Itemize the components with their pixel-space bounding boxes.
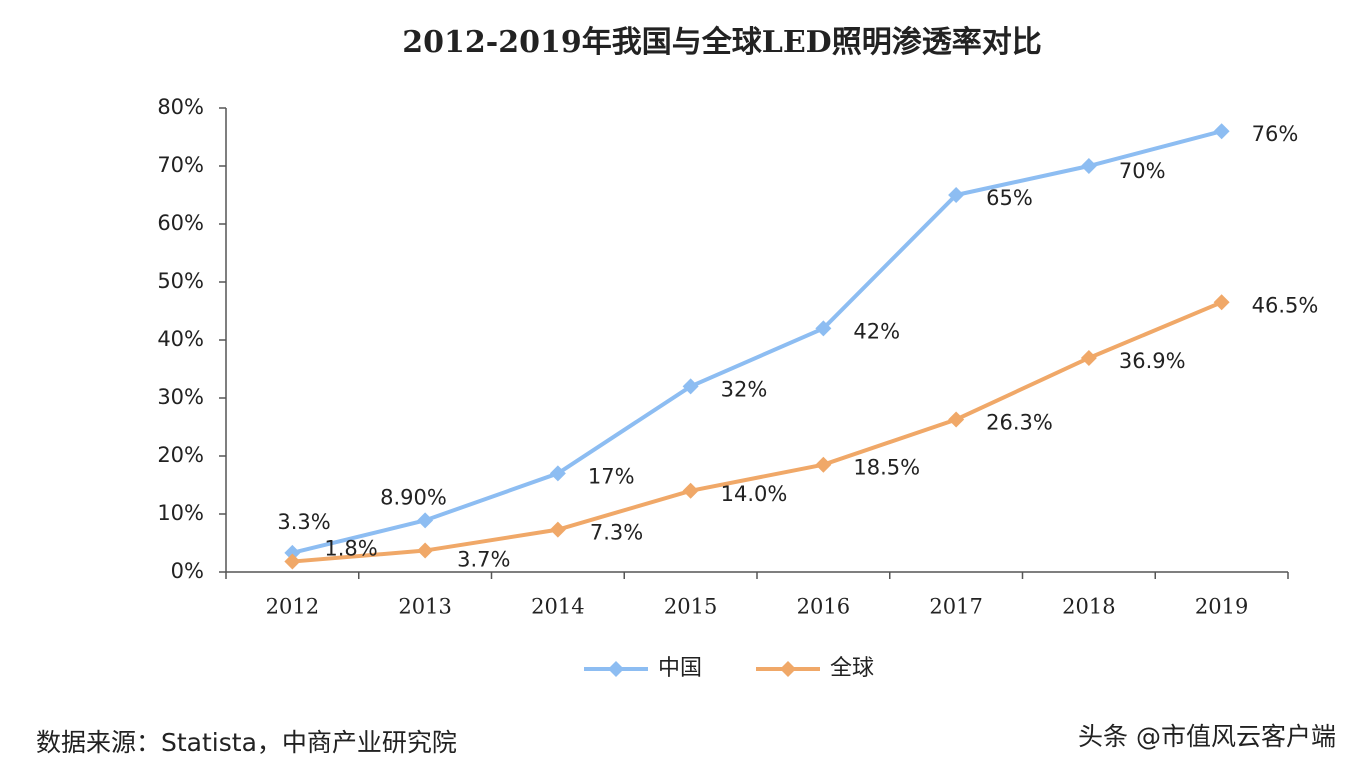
source: 数据来源：Statista，中商产业研究院 [36, 728, 457, 757]
point [417, 512, 434, 529]
point [417, 542, 434, 559]
y-tick-label: 10% [157, 501, 204, 525]
data-label: 76% [1252, 122, 1299, 146]
point [1080, 158, 1097, 174]
point [1080, 349, 1097, 366]
legend-label: 全球 [830, 656, 874, 681]
series-line [291, 129, 1223, 555]
data-label: 18.5% [853, 456, 920, 480]
data-label: 26.3% [986, 410, 1053, 434]
y-tick-label: 50% [157, 269, 204, 293]
point [815, 320, 832, 337]
x-tick-label: 2017 [929, 595, 982, 619]
chart-title: 2012-2019年我国与全球LED照明渗透率对比 [402, 25, 1041, 60]
point [549, 521, 566, 538]
data-label: 36.9% [1119, 349, 1186, 373]
x-tick-label: 2019 [1195, 595, 1248, 619]
point [682, 378, 699, 395]
data-label: 14.0% [721, 482, 788, 506]
x-tick-label: 2013 [398, 595, 451, 619]
watermark: 头条 @市值风云客户端 [1078, 722, 1336, 751]
data-label: 70% [1119, 159, 1166, 183]
legend-marker [780, 661, 796, 677]
data-label: 17% [588, 464, 635, 488]
x-tick-label: 2016 [797, 595, 850, 619]
data-label: 32% [721, 377, 768, 401]
data-label: 1.8% [324, 537, 377, 561]
point [1213, 294, 1230, 311]
data-label: 42% [853, 319, 900, 343]
point [284, 544, 301, 561]
y-tick-label: 0% [171, 559, 204, 583]
y-tick-label: 60% [157, 211, 204, 235]
point [682, 482, 699, 499]
y-tick-label: 30% [157, 385, 204, 409]
x-tick-label: 2012 [266, 595, 319, 619]
data-label: 8.90% [380, 485, 447, 509]
y-tick-label: 20% [157, 443, 204, 467]
point [284, 553, 301, 570]
data-label: 7.3% [590, 521, 643, 545]
data-label: 3.3% [277, 510, 330, 534]
data-label: 65% [986, 186, 1033, 210]
y-tick-label: 70% [157, 153, 204, 177]
data-label: 3.7% [457, 548, 510, 572]
y-tick-label: 80% [157, 95, 204, 119]
point [948, 187, 965, 203]
point [549, 465, 566, 482]
x-tick-label: 2014 [531, 595, 584, 619]
x-tick-label: 2015 [664, 595, 717, 619]
point [1213, 123, 1230, 140]
y-tick-label: 40% [157, 327, 204, 351]
x-tick-label: 2018 [1062, 595, 1115, 619]
data-label: 46.5% [1252, 293, 1319, 317]
point [815, 456, 832, 473]
series-line [292, 300, 1223, 564]
legend-label: 中国 [658, 656, 702, 681]
legend-marker [608, 661, 624, 677]
point [948, 411, 965, 428]
